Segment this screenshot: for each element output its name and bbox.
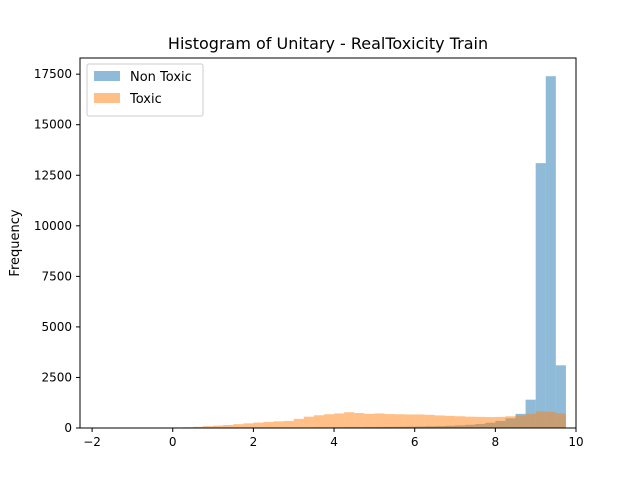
bar-toxic-22 [394, 414, 405, 428]
y-tick-label-3: 7500 [41, 269, 72, 283]
bar-toxic-19 [364, 413, 375, 428]
bar-toxic-10 [273, 421, 284, 428]
bar-toxic-14 [313, 415, 324, 428]
bar-toxic-27 [444, 415, 456, 428]
bar-toxic-9 [263, 421, 274, 428]
bar-toxic-29 [465, 416, 476, 428]
bar-toxic-3 [202, 426, 214, 428]
chart-title: Histogram of Unitary - RealToxicity Trai… [168, 34, 488, 53]
bar-toxic-5 [223, 424, 234, 428]
bar-non-toxic-24 [535, 163, 546, 429]
bar-toxic-15 [323, 414, 335, 428]
legend-label-non-toxic: Non Toxic [130, 70, 192, 85]
x-tick-label-4: 6 [411, 435, 419, 449]
y-tick-label-5: 12500 [34, 168, 72, 182]
bar-toxic-33 [505, 416, 516, 428]
bar-toxic-6 [233, 424, 244, 428]
y-tick-label-2: 5000 [41, 320, 72, 334]
bar-toxic-35 [525, 413, 536, 428]
bar-toxic-11 [283, 420, 294, 428]
x-tick-label-5: 8 [492, 435, 500, 449]
bar-toxic-36 [535, 411, 546, 428]
bar-non-toxic-25 [545, 76, 556, 429]
bar-toxic-7 [243, 423, 254, 428]
x-tick-label-1: 0 [169, 435, 177, 449]
bar-toxic-13 [303, 416, 314, 428]
bar-toxic-32 [495, 416, 506, 428]
bar-toxic-30 [475, 416, 486, 428]
bar-toxic-16 [334, 413, 345, 428]
bar-toxic-21 [384, 414, 395, 428]
legend: Non Toxic Toxic [86, 63, 204, 117]
bar-toxic-23 [404, 414, 415, 428]
x-tick-label-2: 2 [250, 435, 258, 449]
bar-toxic-18 [354, 413, 365, 428]
bar-toxic-28 [455, 416, 466, 428]
y-axis-ticks: 0 2500 5000 7500 10000 12500 15000 17500 [34, 67, 80, 435]
x-tick-label-3: 4 [330, 435, 338, 449]
legend-swatch-non-toxic [94, 71, 120, 81]
plot-frame [79, 57, 577, 429]
bar-toxic-24 [414, 414, 425, 428]
y-axis-label: Frequency [8, 209, 23, 276]
y-tick-label-7: 17500 [34, 67, 72, 81]
bar-toxic-4 [213, 425, 224, 428]
bar-toxic-2 [192, 426, 203, 428]
y-tick-label-0: 0 [64, 421, 72, 435]
y-tick-label-6: 15000 [34, 118, 72, 132]
bar-toxic-25 [424, 414, 435, 428]
bar-toxic-37 [545, 411, 556, 428]
bar-non-toxic-26 [555, 365, 566, 428]
y-tick-label-4: 10000 [34, 219, 72, 233]
bar-toxic-31 [485, 417, 496, 428]
y-tick-label-1: 2500 [41, 370, 72, 384]
x-tick-label-6: 10 [568, 435, 583, 449]
bar-toxic-20 [374, 413, 385, 428]
x-axis-ticks: −2 0 2 4 6 8 10 [83, 428, 584, 449]
bar-toxic-26 [434, 415, 445, 428]
x-tick-label-0: −2 [83, 435, 101, 449]
bar-toxic-17 [344, 412, 355, 428]
legend-label-toxic: Toxic [129, 92, 162, 107]
bar-toxic-12 [293, 418, 304, 428]
bar-toxic-34 [515, 415, 526, 428]
bar-toxic-8 [253, 422, 264, 428]
legend-swatch-toxic [94, 93, 120, 103]
bar-toxic-38 [555, 413, 566, 428]
